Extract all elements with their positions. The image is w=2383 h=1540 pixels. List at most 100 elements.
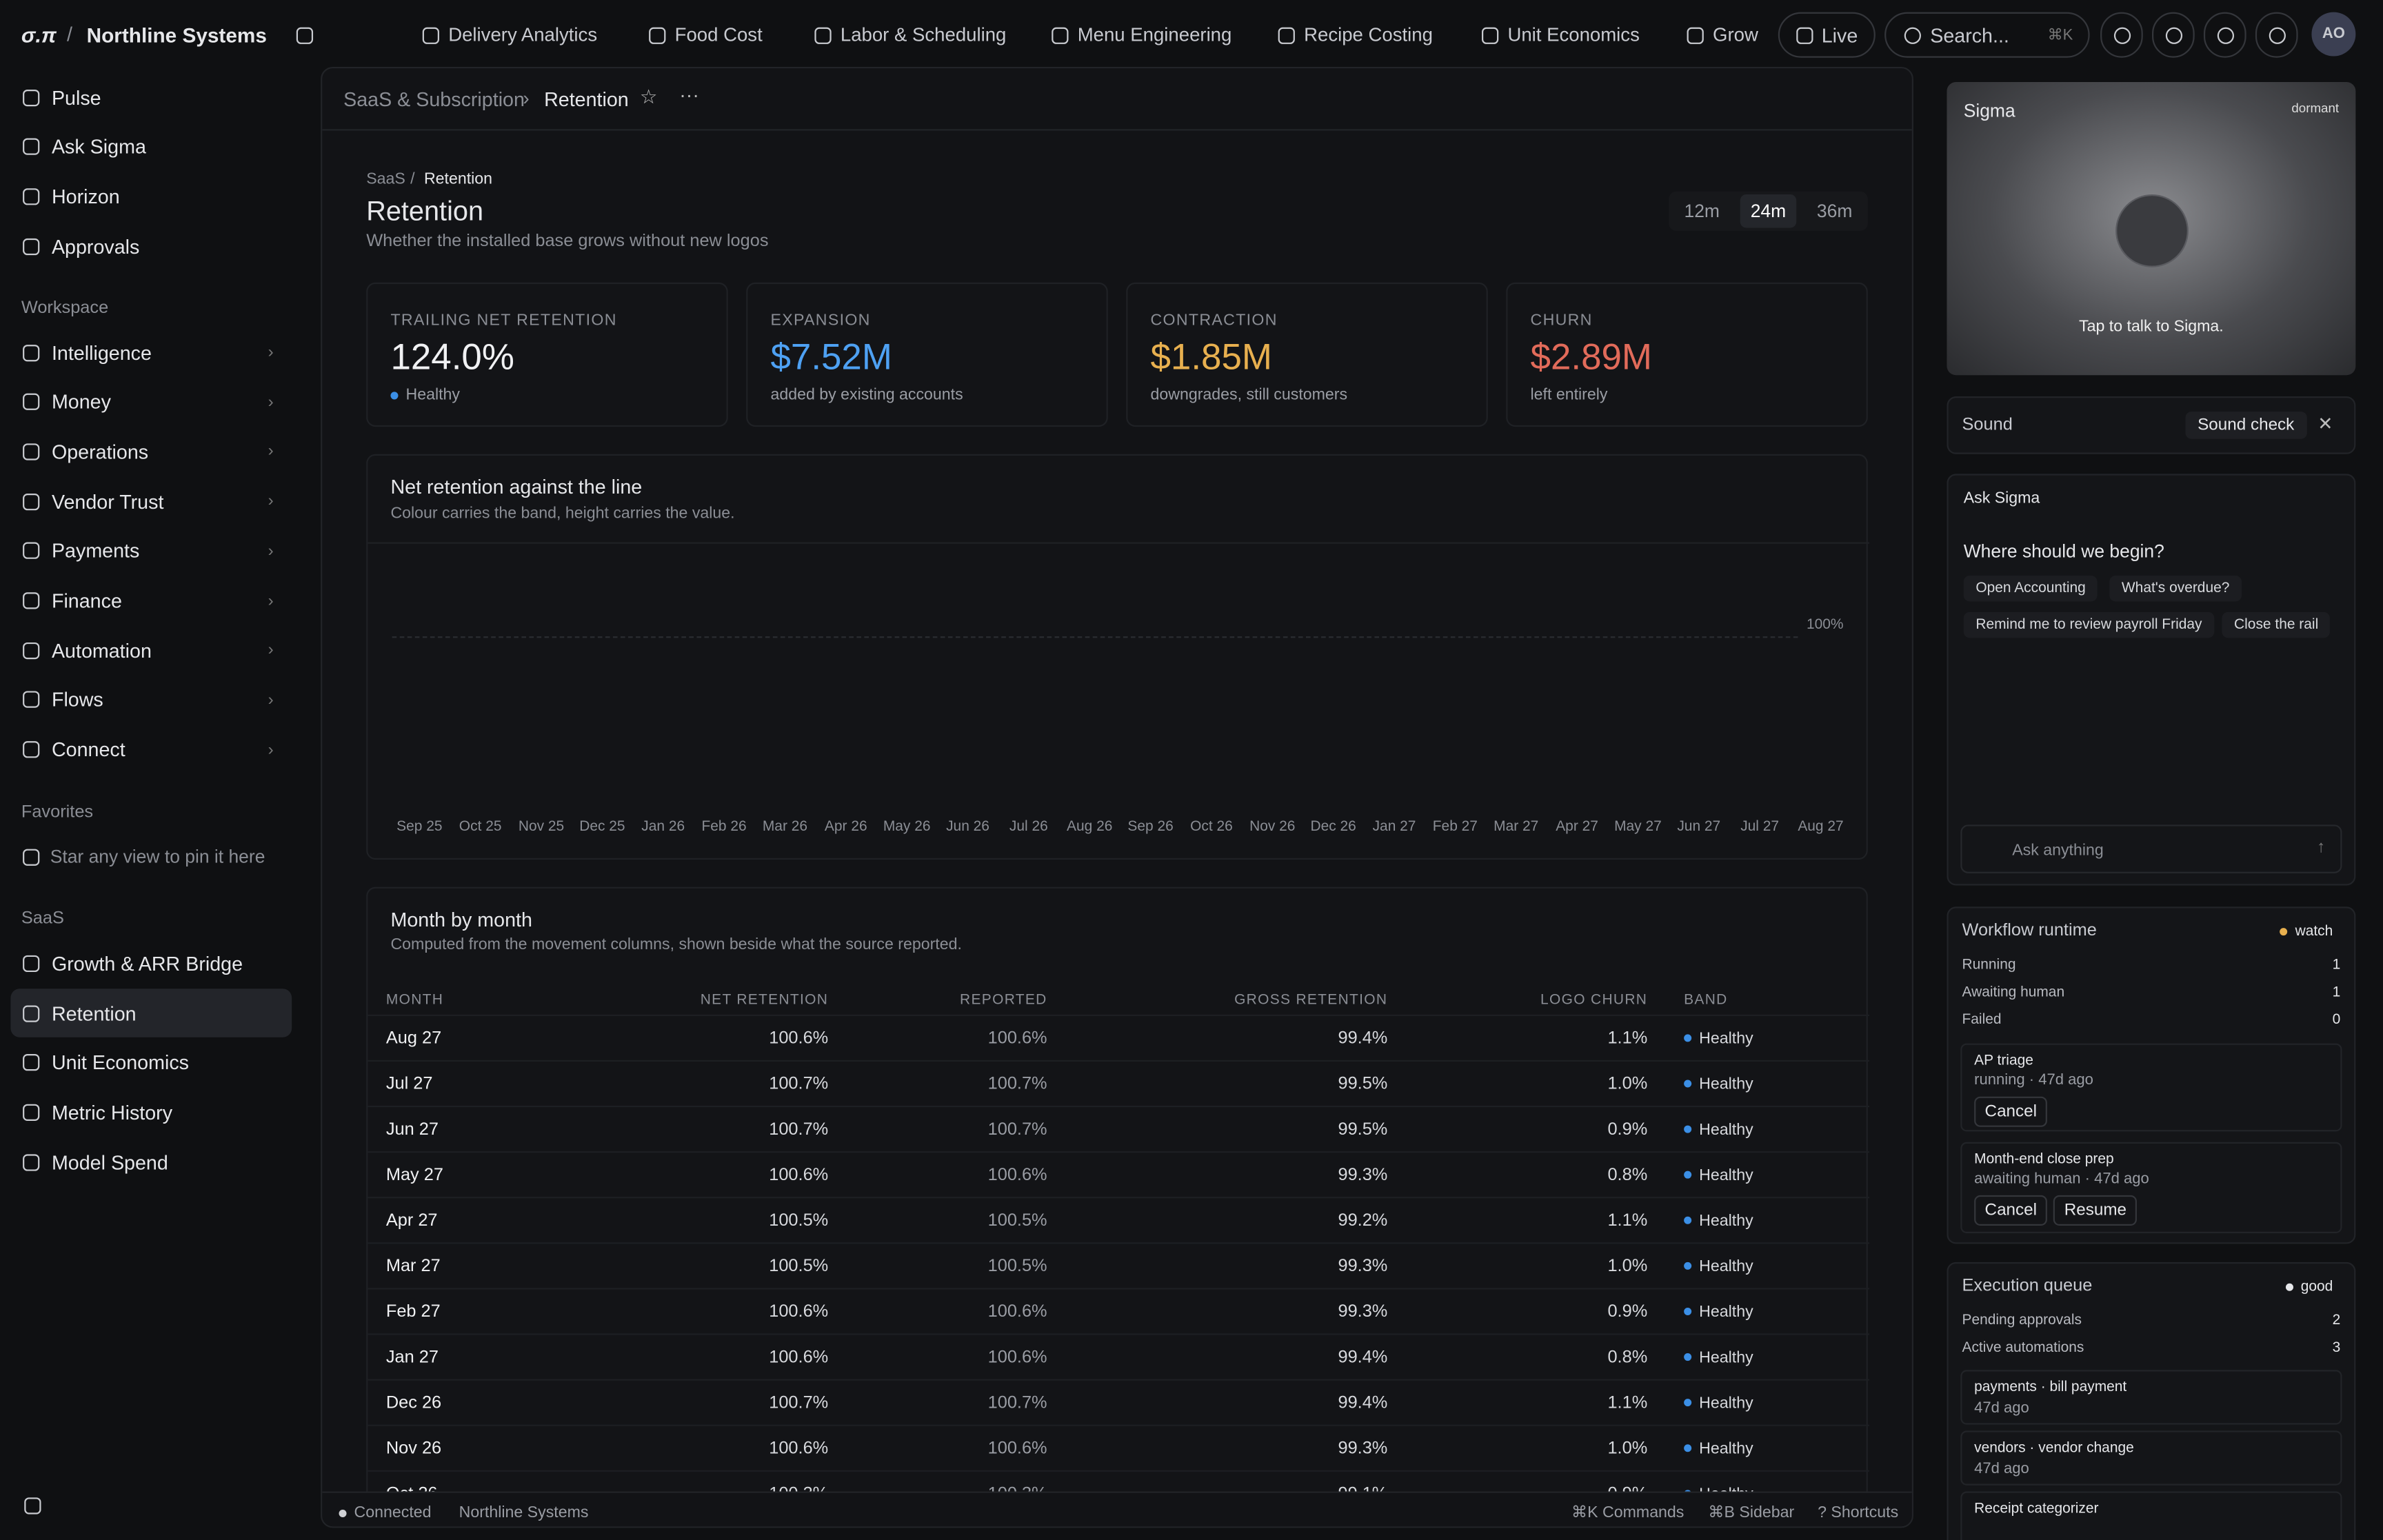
nav-item[interactable]: Growth & ARR Bridge bbox=[10, 939, 292, 988]
nav-label: Delivery Analytics bbox=[448, 24, 598, 46]
hint-text: Star any view to pin it here bbox=[50, 846, 265, 868]
range-option[interactable]: 12m bbox=[1684, 200, 1720, 222]
chevron: › bbox=[268, 691, 274, 709]
nav-item[interactable]: Recipe Costing bbox=[1278, 24, 1433, 45]
more-button[interactable]: ··· bbox=[679, 83, 699, 107]
nav-label: Labor & Scheduling bbox=[840, 24, 1007, 46]
nav-item[interactable]: Connect › bbox=[10, 725, 292, 774]
nav-item[interactable]: Intelligence › bbox=[10, 328, 292, 377]
nav-item[interactable]: Money › bbox=[10, 378, 292, 427]
cell-text: 100.6% bbox=[987, 1166, 1047, 1185]
queue-name: Receipt categorizer bbox=[1974, 1500, 2099, 1517]
action-button[interactable]: Cancel bbox=[1974, 1096, 2048, 1127]
shortcut-hint[interactable]: ⌘B Sidebar bbox=[1708, 1503, 1795, 1522]
cell-text: 100.6% bbox=[769, 1303, 829, 1321]
nav-item[interactable]: Labor & Scheduling bbox=[814, 24, 1006, 45]
nav-item[interactable]: Unit Economics bbox=[10, 1038, 292, 1087]
nav-item[interactable]: Pulse bbox=[10, 73, 292, 122]
kpi-value: $1.85M bbox=[1150, 337, 1272, 378]
live-button[interactable]: Live bbox=[1778, 12, 1876, 58]
column-header: REPORTED bbox=[960, 991, 1047, 1009]
nav-item[interactable]: Operations › bbox=[10, 427, 292, 476]
x-tick-label: Feb 27 bbox=[1432, 818, 1478, 835]
column-header: BAND bbox=[1684, 991, 1728, 1009]
nav-item[interactable]: Retention bbox=[10, 989, 292, 1037]
shortcut-hint[interactable]: ? Shortcuts bbox=[1818, 1503, 1899, 1522]
cell-text: 100.6% bbox=[769, 1348, 829, 1367]
nav-item[interactable]: Finance › bbox=[10, 576, 292, 625]
cell-text: 1.0% bbox=[1607, 1439, 1648, 1459]
nav-item[interactable]: Model Spend bbox=[10, 1137, 292, 1186]
table-cell: Mar 27 bbox=[386, 1257, 441, 1275]
table-cell: 1.1% bbox=[1607, 1395, 1647, 1412]
band-dot bbox=[1684, 1308, 1692, 1317]
voice-state: dormant bbox=[2291, 100, 2340, 116]
nav-label: Unit Economics bbox=[1507, 24, 1640, 46]
nav-item[interactable]: Food Cost bbox=[649, 24, 763, 45]
icon bbox=[23, 88, 40, 106]
action-button[interactable]: Cancel bbox=[1974, 1195, 2048, 1226]
org-switcher[interactable]: Northline Systems bbox=[87, 24, 267, 47]
kpi-note: Healthy bbox=[390, 386, 460, 404]
range-option[interactable]: 36m bbox=[1816, 200, 1853, 222]
job-card: Month-end close prep awaiting human · 47d… bbox=[1960, 1142, 2342, 1233]
nav-item[interactable]: Approvals bbox=[10, 222, 292, 271]
icon bbox=[23, 642, 40, 659]
suggestion-chip[interactable]: Open Accounting bbox=[1963, 576, 2098, 602]
nav-item[interactable]: Menu Engineering bbox=[1052, 24, 1231, 45]
nav-item[interactable]: Metric History bbox=[10, 1088, 292, 1137]
suggestion-chip[interactable]: What's overdue? bbox=[2109, 576, 2242, 602]
suggestion-chip[interactable]: Remind me to review payroll Friday bbox=[1963, 611, 2215, 638]
nav-item[interactable]: Ask Sigma bbox=[10, 123, 292, 172]
job-card: AP triage running · 47d ago Cancel bbox=[1960, 1043, 2342, 1132]
table-cell: 100.7% bbox=[769, 1121, 828, 1139]
cell-text: 100.5% bbox=[987, 1212, 1047, 1230]
search[interactable]: Search... ⌘K bbox=[1884, 12, 2090, 58]
row-divider bbox=[368, 1424, 1870, 1426]
star-button[interactable]: ☆ bbox=[639, 85, 658, 108]
nav-item[interactable]: Horizon bbox=[10, 172, 292, 221]
table-cell: 99.3% bbox=[1338, 1166, 1387, 1184]
nav-item[interactable]: Automation › bbox=[10, 626, 292, 675]
sound-check[interactable]: Sound check bbox=[2185, 412, 2306, 439]
status-dot bbox=[339, 1509, 347, 1517]
icon-button[interactable] bbox=[2152, 12, 2195, 58]
status-dot bbox=[390, 391, 399, 399]
table-cell: Aug 27 bbox=[386, 1030, 441, 1048]
breadcrumb-parent[interactable]: SaaS & Subscription bbox=[343, 88, 525, 111]
nav-item[interactable]: Delivery Analytics bbox=[422, 24, 598, 46]
suggestion-chip[interactable]: Close the rail bbox=[2222, 611, 2331, 638]
avatar[interactable]: AO bbox=[2311, 12, 2356, 57]
cell-text: 100.6% bbox=[987, 1029, 1047, 1048]
icon bbox=[23, 848, 40, 865]
nav-label: Payments bbox=[51, 539, 140, 563]
nav-item[interactable]: Unit Economics bbox=[1481, 24, 1640, 46]
table-cell: 100.5% bbox=[769, 1257, 828, 1275]
cell-text: Healthy bbox=[1699, 1029, 1753, 1048]
nav-item[interactable]: Payments › bbox=[10, 527, 292, 576]
nav-item[interactable]: Flows › bbox=[10, 676, 292, 725]
kpi-label: TRAILING NET RETENTION bbox=[390, 311, 617, 330]
icon-button[interactable] bbox=[2255, 12, 2298, 58]
icon bbox=[23, 394, 40, 411]
shortcut-hint[interactable]: ⌘K Commands bbox=[1571, 1503, 1685, 1522]
x-tick-label: Apr 27 bbox=[1556, 818, 1598, 835]
voice-card: Sigma dormant Tap to talk to Sigma. bbox=[1947, 81, 2356, 376]
x-tick-label: Dec 25 bbox=[579, 818, 625, 835]
ask-input[interactable]: Ask anything ↑ bbox=[1960, 824, 2342, 873]
close-button[interactable]: ✕ bbox=[2317, 413, 2333, 435]
nav-item[interactable]: Vendor Trust › bbox=[10, 477, 292, 526]
send-button[interactable]: ↑ bbox=[2317, 838, 2326, 857]
cell-text: Jun 27 bbox=[385, 1120, 439, 1139]
nav-item[interactable]: Grow bbox=[1687, 24, 1758, 45]
icon-button[interactable] bbox=[2100, 12, 2143, 58]
icon-button[interactable] bbox=[2203, 12, 2246, 58]
range-option[interactable]: 24m bbox=[1740, 194, 1797, 228]
x-tick-label: Feb 26 bbox=[701, 818, 747, 835]
table-cell: May 27 bbox=[386, 1166, 443, 1184]
x-tick-label: Nov 26 bbox=[1249, 818, 1296, 835]
action-button[interactable]: Resume bbox=[2053, 1195, 2138, 1226]
job-actions: Cancel Resume bbox=[1974, 1195, 2143, 1226]
mic-button[interactable] bbox=[2115, 194, 2189, 267]
cell-text: 1.1% bbox=[1607, 1029, 1648, 1048]
